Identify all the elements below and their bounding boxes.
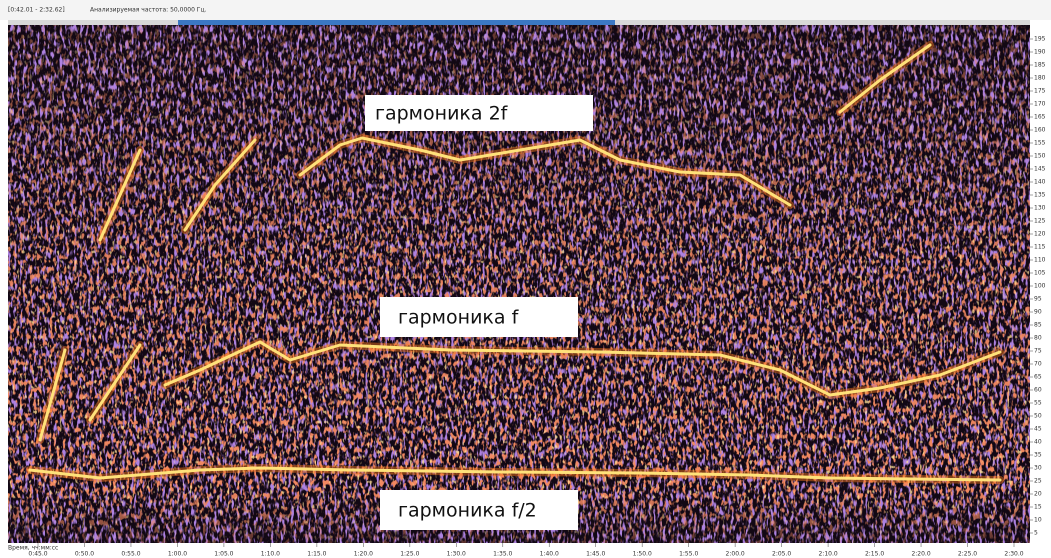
y-tick-label: 120 bbox=[1034, 231, 1046, 238]
y-tick-label: 55 bbox=[1034, 400, 1042, 407]
y-tick-label: 155 bbox=[1034, 140, 1046, 147]
x-tick-label: 1:35.0 bbox=[493, 551, 512, 558]
x-tick-label: 1:20.0 bbox=[354, 551, 373, 558]
x-tick-label: 1:10.0 bbox=[261, 551, 280, 558]
y-tick-label: 185 bbox=[1034, 62, 1046, 69]
x-tick-label: 1:05.0 bbox=[214, 551, 233, 558]
y-tick-label: 60 bbox=[1034, 387, 1042, 394]
x-tick-label: 1:00.0 bbox=[168, 551, 187, 558]
y-tick-label: 115 bbox=[1034, 244, 1046, 251]
y-tick-label: 70 bbox=[1034, 361, 1042, 368]
scroll-thumb[interactable] bbox=[178, 20, 615, 25]
y-tick-label: 40 bbox=[1034, 439, 1042, 446]
y-tick-label: 180 bbox=[1034, 75, 1046, 82]
y-tick-label: 105 bbox=[1034, 270, 1046, 277]
x-tick-label: 0:55.0 bbox=[121, 551, 140, 558]
x-tick-label: 0:50.0 bbox=[75, 551, 94, 558]
y-tick-label: 95 bbox=[1034, 296, 1042, 303]
y-tick-label: 25 bbox=[1034, 478, 1042, 485]
annotation: гармоника f bbox=[398, 307, 520, 329]
frequency-info: Анализируемая частота: 50,0000 Гц. bbox=[90, 7, 207, 14]
x-tick-label: 2:00.0 bbox=[726, 551, 745, 558]
y-tick-label: 135 bbox=[1034, 192, 1046, 199]
y-tick-label: 100 bbox=[1034, 283, 1046, 290]
x-tick-label: 1:55.0 bbox=[679, 551, 698, 558]
y-tick-label: 145 bbox=[1034, 166, 1046, 173]
y-tick-label: 160 bbox=[1034, 127, 1046, 134]
x-tick-label: 1:40.0 bbox=[540, 551, 559, 558]
y-tick-label: 30 bbox=[1034, 465, 1042, 472]
y-tick-label: 85 bbox=[1034, 322, 1042, 329]
y-tick-label: 20 bbox=[1034, 491, 1042, 498]
x-tick-label: 2:10.0 bbox=[818, 551, 837, 558]
y-tick-label: 90 bbox=[1034, 309, 1042, 316]
y-tick-label: 50 bbox=[1034, 413, 1042, 420]
y-tick-label: 5 bbox=[1034, 530, 1038, 537]
y-tick-label: 110 bbox=[1034, 257, 1046, 264]
y-tick-label: 15 bbox=[1034, 504, 1042, 511]
y-tick-label: 190 bbox=[1034, 49, 1046, 56]
annotation: гармоника 2f bbox=[375, 103, 509, 125]
y-tick-label: 170 bbox=[1034, 101, 1046, 108]
x-tick-label: 2:15.0 bbox=[865, 551, 884, 558]
x-tick-label: 2:25.0 bbox=[958, 551, 977, 558]
x-tick-label: 1:15.0 bbox=[307, 551, 326, 558]
x-tick-label: 2:05.0 bbox=[772, 551, 791, 558]
y-tick-label: 75 bbox=[1034, 348, 1042, 355]
y-tick-label: 195 bbox=[1034, 36, 1046, 43]
y-tick-label: 150 bbox=[1034, 153, 1046, 160]
y-tick-label: 165 bbox=[1034, 114, 1046, 121]
y-tick-label: 35 bbox=[1034, 452, 1042, 459]
x-tick-label: 1:50.0 bbox=[633, 551, 652, 558]
y-tick-label: 65 bbox=[1034, 374, 1042, 381]
y-tick-label: 80 bbox=[1034, 335, 1042, 342]
x-tick-label: 1:30.0 bbox=[447, 551, 466, 558]
time-range: [0:42.01 - 2:32.62] bbox=[8, 7, 65, 14]
y-tick-label: 140 bbox=[1034, 179, 1046, 186]
x-tick-label: 1:25.0 bbox=[400, 551, 419, 558]
y-tick-label: 45 bbox=[1034, 426, 1042, 433]
spectrogram-window: [0:42.01 - 2:32.62] Анализируемая частот… bbox=[0, 0, 1051, 558]
y-tick-label: 175 bbox=[1034, 88, 1046, 95]
y-tick-label: 10 bbox=[1034, 517, 1042, 524]
y-tick-label: 130 bbox=[1034, 205, 1046, 212]
y-tick-label: 125 bbox=[1034, 218, 1046, 225]
x-tick-label: 2:30.0 bbox=[1004, 551, 1023, 558]
x-tick-label: 2:20.0 bbox=[911, 551, 930, 558]
x-tick-label: 0:45.0 bbox=[28, 551, 47, 558]
annotation: гармоника f/2 bbox=[398, 500, 537, 522]
x-tick-label: 1:45.0 bbox=[586, 551, 605, 558]
